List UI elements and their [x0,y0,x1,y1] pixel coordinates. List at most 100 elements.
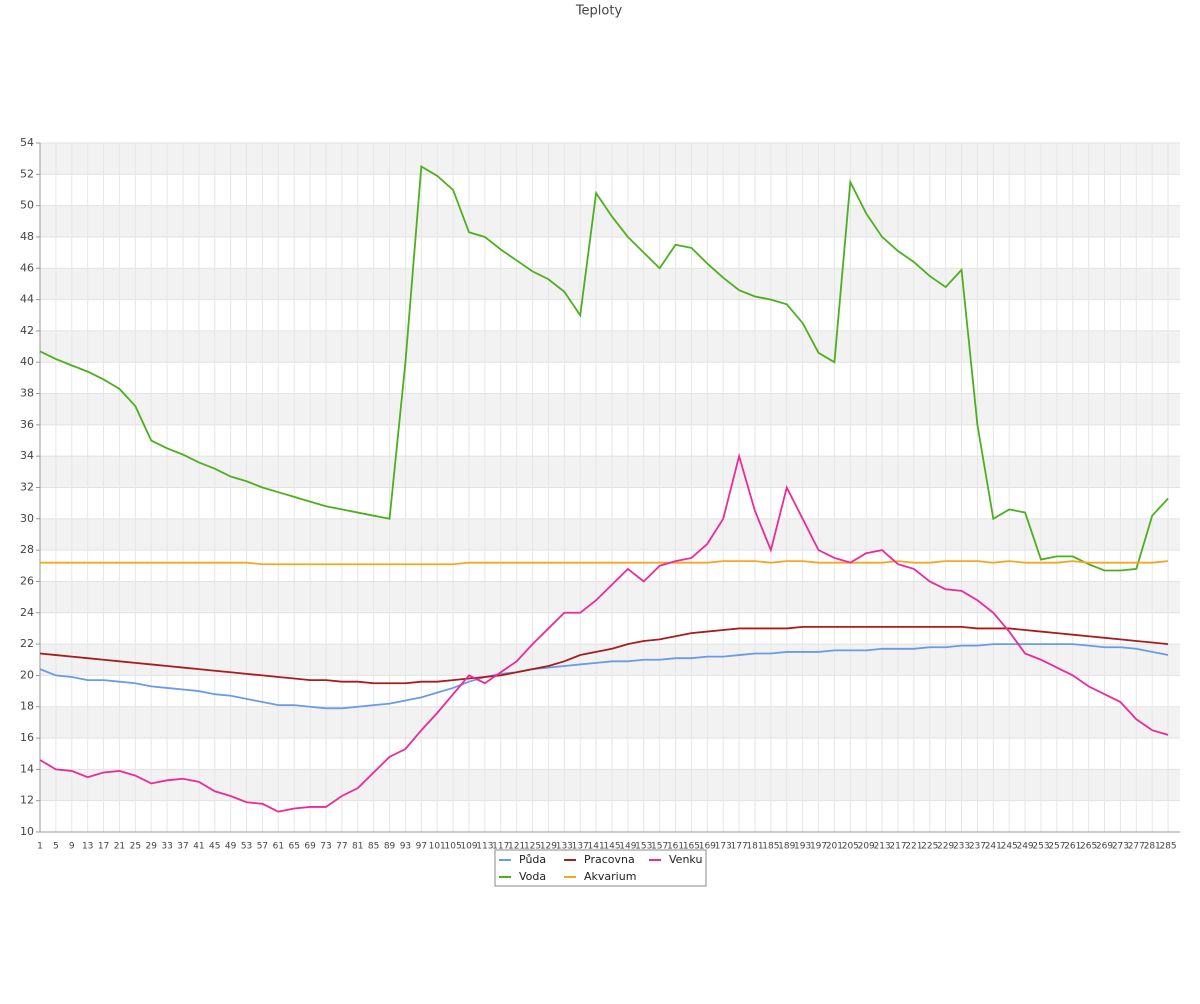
x-tick-label: 189 [778,842,795,852]
grid-band [40,518,1180,551]
x-tick-label: 153 [635,842,652,852]
x-tick-label: 237 [969,842,986,852]
series-line [39,164,1169,572]
y-tick-label: 40 [20,355,34,368]
x-tick-label: 181 [746,842,763,852]
x-tick-label: 73 [320,842,331,852]
x-tick-label: 249 [1016,842,1033,852]
y-tick-label: 34 [20,449,34,462]
x-tick-label: 273 [1112,842,1129,852]
series-line [39,643,1169,710]
x-tick-label: 101 [429,842,446,852]
y-tick-label: 14 [20,762,34,775]
y-tick-label: 24 [20,606,34,619]
x-tick-label: 169 [699,842,716,852]
y-tick-label: 10 [20,825,34,838]
x-tick-label: 225 [921,842,938,852]
x-tick-label: 193 [794,842,811,852]
x-tick-label: 201 [826,842,843,852]
series-line [39,625,1169,685]
x-tick-label: 41 [193,842,204,852]
grid-band [40,205,1180,237]
x-tick-label: 265 [1080,842,1097,852]
x-tick-label: 45 [209,842,220,852]
x-tick-label: 261 [1064,842,1081,852]
y-tick-label: 42 [20,324,34,337]
chart-title: Teploty [575,4,623,19]
x-tick-label: 81 [352,842,363,852]
y-tick-label: 16 [20,731,34,744]
y-tick-label: 50 [20,199,34,212]
x-tick-label: 109 [460,842,477,852]
x-tick-label: 277 [1128,842,1145,852]
x-tick-label: 253 [1032,842,1049,852]
y-tick-label: 12 [20,794,34,807]
x-tick-label: 281 [1144,842,1161,852]
x-tick-label: 157 [651,842,668,852]
x-tick-label: 121 [508,842,525,852]
x-tick-label: 141 [588,842,605,852]
x-tick-label: 229 [937,842,954,852]
x-tick-label: 117 [492,842,509,852]
x-tick-label: 53 [241,842,252,852]
x-tick-label: 133 [556,842,573,852]
x-tick-label: 213 [873,842,890,852]
x-tick-label: 85 [368,842,379,852]
x-tick-label: 205 [842,842,859,852]
legend-label: Půda [519,853,546,866]
y-tick-label: 36 [20,418,34,431]
x-tick-label: 113 [476,842,493,852]
y-tick-label: 44 [20,293,34,306]
y-tick-label: 20 [20,668,34,681]
x-tick-label: 97 [416,842,427,852]
x-tick-label: 197 [810,842,827,852]
x-tick-label: 1 [37,842,43,852]
x-tick-label: 9 [69,842,75,852]
x-tick-label: 165 [683,842,700,852]
x-tick-label: 241 [985,842,1002,852]
x-tick-label: 65 [288,842,299,852]
y-tick-label: 48 [20,230,34,243]
x-tick-label: 125 [524,842,541,852]
grid-band [40,330,1180,363]
y-tick-label: 52 [20,167,34,180]
legend-label: Akvarium [584,870,636,883]
x-tick-label: 161 [667,842,684,852]
x-tick-label: 145 [603,842,620,852]
grid-band [40,456,1180,488]
x-tick-label: 149 [619,842,636,852]
x-tick-label: 29 [145,842,157,852]
x-tick-label: 217 [889,842,906,852]
legend-label: Pracovna [584,853,635,866]
grid-band [40,268,1180,300]
x-tick-label: 137 [572,842,589,852]
x-tick-label: 17 [98,842,109,852]
grid-band [40,393,1180,425]
x-tick-label: 209 [858,842,875,852]
y-tick-label: 28 [20,543,34,556]
x-tick-label: 21 [114,842,125,852]
x-tick-label: 89 [384,842,396,852]
legend-label: Voda [519,870,546,883]
grid-band [40,143,1180,175]
x-tick-label: 129 [540,842,557,852]
legend-label: Venku [669,853,702,866]
x-tick-label: 245 [1001,842,1018,852]
x-tick-label: 257 [1048,842,1065,852]
y-tick-label: 32 [20,481,34,494]
x-tick-label: 105 [445,842,462,852]
x-tick-label: 5 [53,842,59,852]
x-tick-label: 173 [715,842,732,852]
x-tick-label: 57 [257,842,268,852]
series-line [39,452,1169,813]
x-tick-label: 49 [225,842,237,852]
x-tick-label: 13 [82,842,93,852]
x-tick-label: 25 [130,842,141,852]
series-line [40,560,1169,566]
x-tick-label: 37 [177,842,188,852]
x-tick-label: 177 [731,842,748,852]
y-tick-label: 38 [20,387,34,400]
grid-band [40,706,1180,739]
y-tick-label: 54 [20,136,34,149]
